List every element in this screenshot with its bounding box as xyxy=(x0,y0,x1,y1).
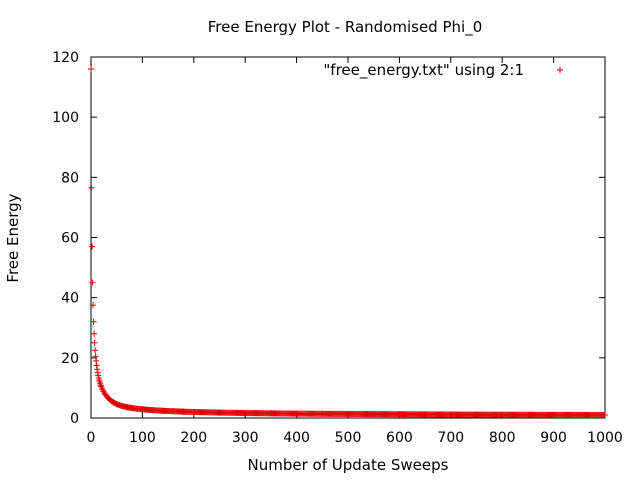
data-point xyxy=(499,411,506,418)
data-point xyxy=(170,408,177,415)
data-point xyxy=(180,408,187,415)
y-tick-label: 60 xyxy=(61,231,79,247)
data-point xyxy=(93,362,100,369)
data-point xyxy=(88,66,94,73)
y-tick-label: 100 xyxy=(52,110,79,126)
x-tick-label: 300 xyxy=(232,430,259,446)
data-point xyxy=(93,357,100,364)
series-trail xyxy=(98,383,608,418)
data-point xyxy=(134,405,141,412)
data-point xyxy=(216,409,223,416)
y-tick-label: 20 xyxy=(61,351,79,367)
data-point xyxy=(396,411,403,418)
data-point xyxy=(370,411,377,418)
data-point xyxy=(94,366,101,373)
x-tick-label: 700 xyxy=(437,430,464,446)
y-tick-label: 120 xyxy=(52,50,79,66)
x-tick-label: 200 xyxy=(180,430,207,446)
y-tick-label: 80 xyxy=(61,170,79,186)
data-point xyxy=(473,411,480,418)
data-point xyxy=(267,410,274,417)
legend-plus-mark xyxy=(557,67,563,73)
data-points xyxy=(88,66,608,418)
x-tick-label: 800 xyxy=(489,430,516,446)
data-point xyxy=(94,369,101,376)
x-tick-label: 600 xyxy=(386,430,413,446)
data-point xyxy=(524,411,531,418)
data-point xyxy=(90,318,97,325)
y-tick-label: 40 xyxy=(61,291,79,307)
x-tick-label: 0 xyxy=(87,430,96,446)
plot-frame xyxy=(90,56,606,419)
data-point xyxy=(118,402,125,409)
data-point xyxy=(159,407,166,414)
legend-label: "free_energy.txt" using 2:1 xyxy=(323,61,524,80)
data-point xyxy=(345,410,351,417)
data-point xyxy=(91,330,98,337)
y-tick-labels: 0 20 40 60 80 100 120 xyxy=(52,50,79,427)
data-point xyxy=(550,411,557,418)
data-point xyxy=(88,184,95,191)
legend: "free_energy.txt" using 2:1 xyxy=(323,61,563,80)
data-point xyxy=(447,411,454,418)
data-point xyxy=(149,407,156,414)
data-point xyxy=(422,411,429,418)
data-point xyxy=(123,404,130,411)
data-point xyxy=(602,411,608,418)
data-point xyxy=(576,411,583,418)
legend-marker-icon xyxy=(557,67,563,73)
data-point xyxy=(116,402,123,409)
chart-title: Free Energy Plot - Randomised Phi_0 xyxy=(208,18,482,37)
data-point xyxy=(113,401,120,408)
axis-ticks xyxy=(90,56,606,419)
data-point xyxy=(91,339,98,346)
data-point xyxy=(139,406,146,413)
data-point xyxy=(190,408,197,415)
data-point xyxy=(242,410,249,417)
x-tick-label: 900 xyxy=(540,430,567,446)
data-point xyxy=(92,347,99,354)
data-point xyxy=(293,410,300,417)
x-tick-labels: 0 100 200 300 400 500 600 700 800 900 1000 xyxy=(87,430,623,446)
x-tick-label: 500 xyxy=(335,430,362,446)
data-point xyxy=(89,279,96,286)
x-axis-title: Number of Update Sweeps xyxy=(248,456,449,474)
data-point xyxy=(89,243,96,250)
data-point xyxy=(319,410,326,417)
y-tick-label: 0 xyxy=(70,411,79,427)
x-tick-label: 400 xyxy=(283,430,310,446)
x-tick-label: 1000 xyxy=(587,430,623,446)
x-tick-label: 100 xyxy=(129,430,156,446)
data-point xyxy=(129,405,136,412)
y-axis-title: Free Energy xyxy=(4,193,22,282)
data-point xyxy=(92,353,99,360)
data-point xyxy=(90,302,97,309)
data-point xyxy=(97,382,104,389)
